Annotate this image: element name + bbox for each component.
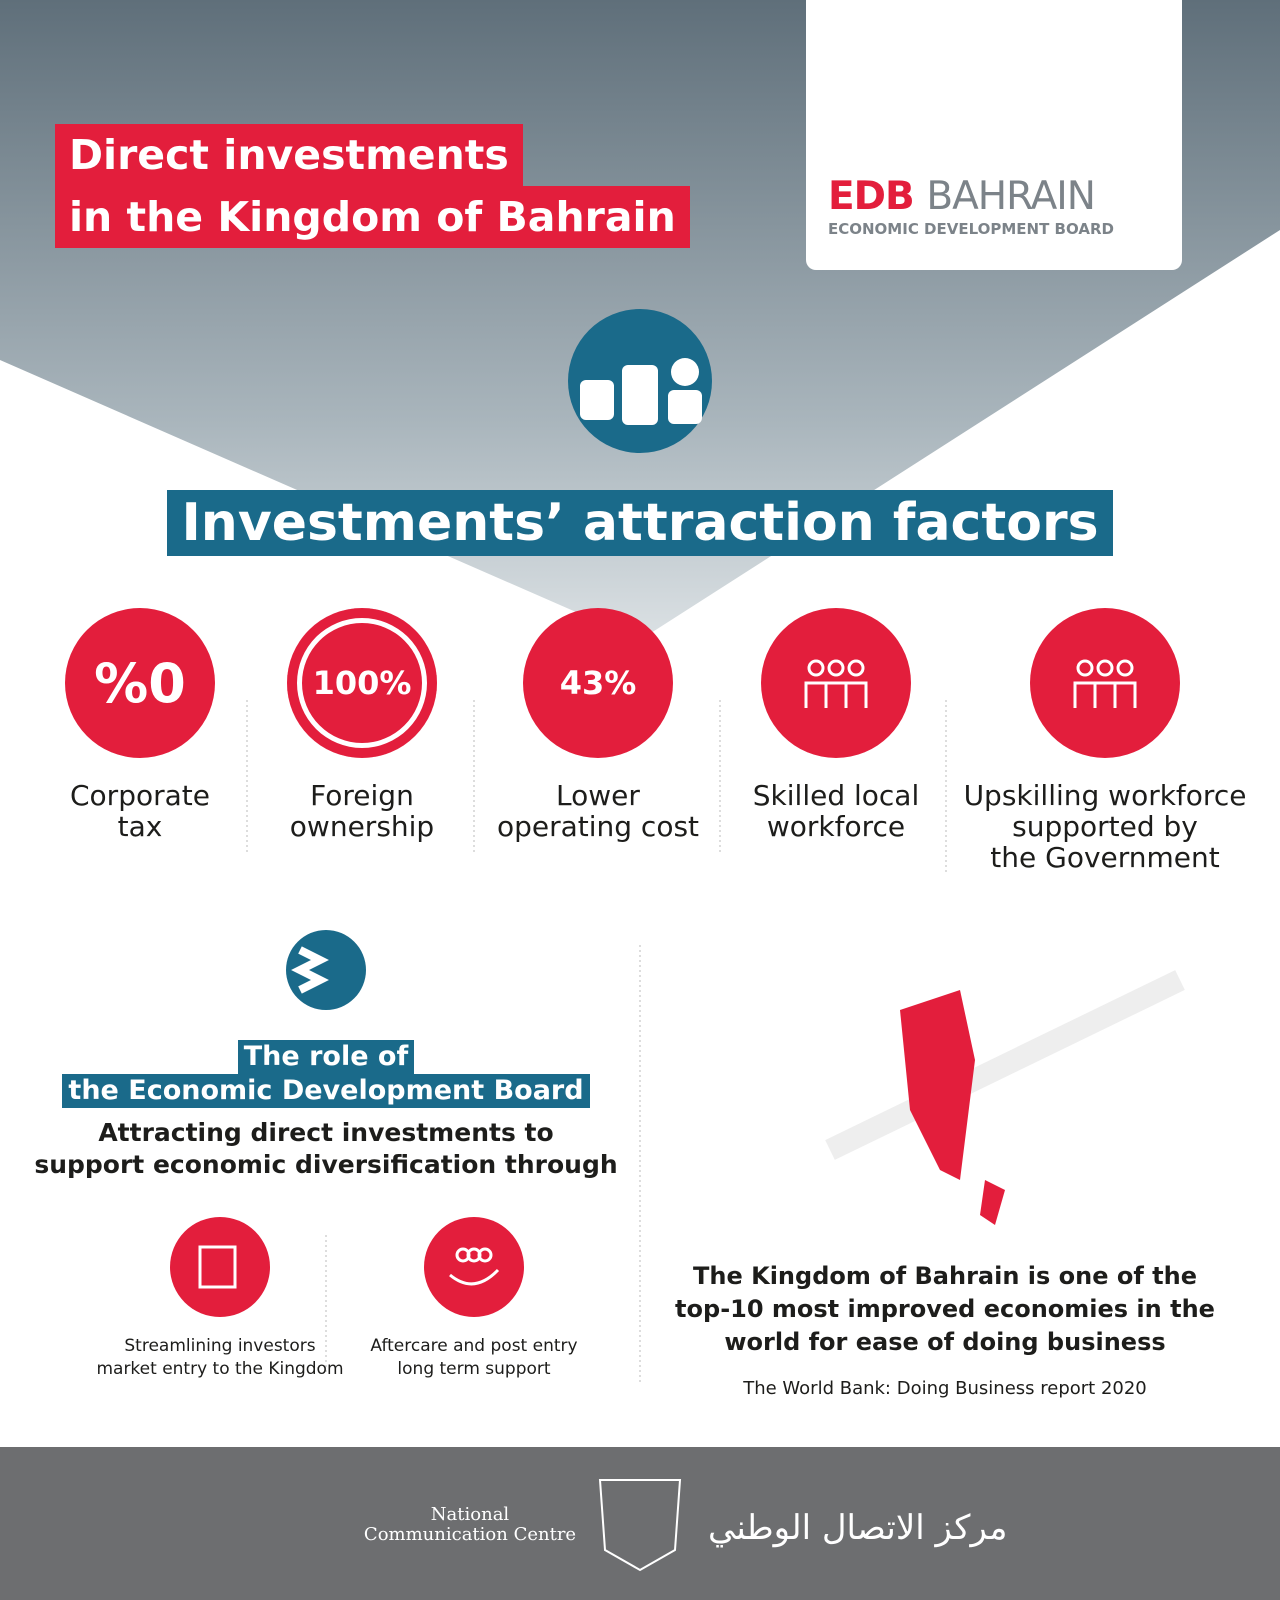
footer-line: Communication Centre — [363, 1524, 577, 1545]
factor-label: Foreign ownership — [212, 780, 512, 842]
factor-icon: %0 — [65, 608, 215, 758]
logo-red: EDB — [828, 174, 915, 219]
ranking-source: The World Bank: Doing Business report 20… — [743, 1378, 1147, 1399]
factor-label: Corporate tax — [0, 780, 290, 842]
logo-subtitle: ECONOMIC DEVELOPMENT BOARD — [828, 220, 1114, 238]
title-line: Direct investments — [55, 124, 523, 186]
factor-badge: 43% — [559, 664, 637, 702]
factor-icon — [1030, 608, 1180, 758]
section-title-wrap: Investments’ attraction factors — [0, 490, 1280, 556]
role-subtitle-line: support economic diversification through — [34, 1150, 618, 1179]
factor-icon: 100% — [287, 608, 437, 758]
title-line: in the Kingdom of Bahrain — [55, 186, 690, 248]
item-line: long term support — [397, 1359, 551, 1379]
role-subtitle-line: Attracting direct investments to — [98, 1118, 554, 1147]
section-title: Investments’ attraction factors — [167, 490, 1113, 556]
factor-label-line: ownership — [289, 810, 435, 843]
people-icon — [804, 659, 868, 708]
footer-org-ar: مركز الاتصال الوطني — [708, 1508, 1008, 1548]
logo-gray: BAHRAIN — [926, 174, 1096, 219]
factor-icon — [761, 608, 911, 758]
role-subtitle: Attracting direct investments to support … — [0, 1117, 652, 1181]
header-title: Direct investments in the Kingdom of Bah… — [55, 124, 690, 248]
role-item: Aftercare and post entry long term suppor… — [324, 1335, 624, 1381]
factor-label-line: Skilled local — [752, 779, 920, 812]
factor-label-line: operating cost — [496, 810, 700, 843]
role-title-line: the Economic Development Board — [62, 1074, 590, 1108]
ranking-line: top-10 most improved economies in the — [675, 1295, 1215, 1323]
item-line: Aftercare and post entry — [370, 1336, 578, 1356]
factor-label: Skilled local workforce — [686, 780, 986, 842]
people-icon — [1073, 659, 1137, 708]
factor-label-line: the Government — [990, 841, 1220, 874]
role-title-line: The role of — [237, 1040, 415, 1074]
logo-card: EDB BAHRAIN ECONOMIC DEVELOPMENT BOARD — [806, 0, 1182, 270]
factor-label-line: Lower — [556, 779, 640, 812]
ranking-text: The Kingdom of Bahrain is one of the top-… — [660, 1260, 1230, 1359]
footer-line: National — [430, 1504, 510, 1525]
ranking-line: The Kingdom of Bahrain is one of the — [693, 1262, 1197, 1290]
factor-label: Upskilling workforce supported by the Gove… — [955, 780, 1255, 873]
role-item: Streamlining investors market entry to th… — [20, 1335, 420, 1381]
factor-label-line: supported by — [1012, 810, 1198, 843]
factor-label-line: Corporate — [70, 779, 210, 812]
factor-label: Lower operating cost — [448, 780, 748, 842]
factor-badge: 100% — [312, 664, 412, 702]
factor-badge: %0 — [94, 651, 186, 715]
item-line: market entry to the Kingdom — [96, 1359, 344, 1379]
logo-brand: EDB BAHRAIN — [828, 174, 1096, 219]
item-line: Streamlining investors — [124, 1336, 316, 1356]
ranking-line: world for ease of doing business — [724, 1328, 1166, 1356]
factor-label-line: Upskilling workforce — [963, 779, 1247, 812]
footer-org-en: National Communication Centre — [360, 1505, 580, 1545]
factor-icon: 43% — [523, 608, 673, 758]
factor-label-line: Foreign — [310, 779, 414, 812]
factor-label-line: tax — [117, 810, 163, 843]
factor-label-line: workforce — [766, 810, 906, 843]
role-title: The role of the Economic Development Boa… — [0, 1040, 652, 1108]
